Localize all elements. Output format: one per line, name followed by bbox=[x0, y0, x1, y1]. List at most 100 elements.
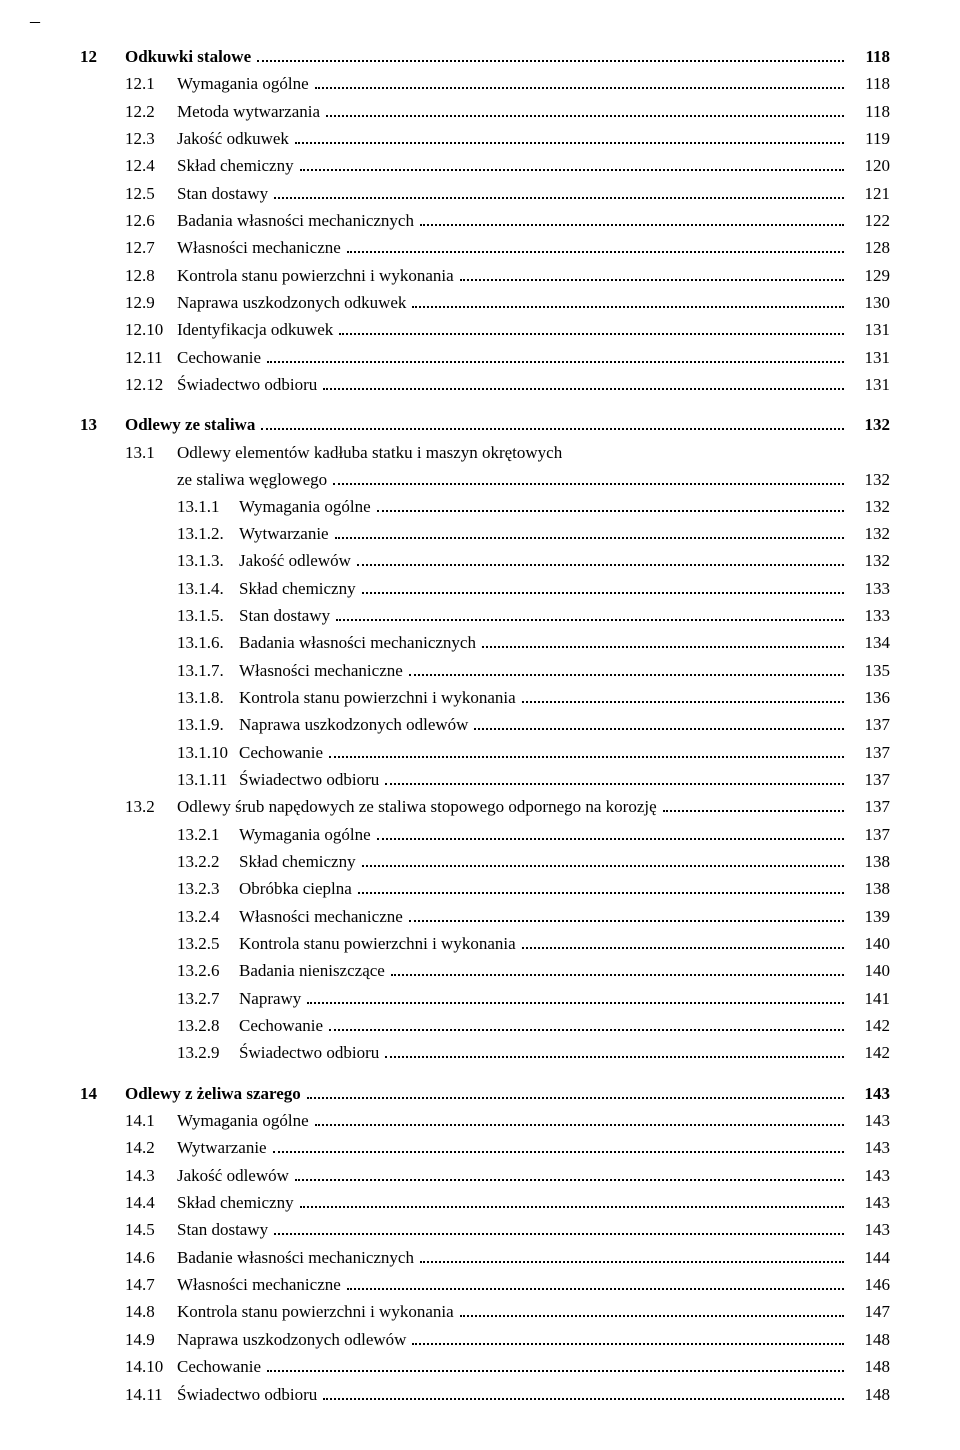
toc-title: Badania własności mechanicznych bbox=[177, 208, 414, 234]
toc-leader-dots bbox=[412, 1343, 844, 1345]
toc-entry: 13.1.4.Skład chemiczny133 bbox=[80, 576, 890, 602]
toc-number: 12.4 bbox=[125, 153, 177, 179]
toc-page: 137 bbox=[850, 822, 890, 848]
toc-page: 130 bbox=[850, 290, 890, 316]
toc-page: 138 bbox=[850, 849, 890, 875]
toc-title: Badania własności mechanicznych bbox=[239, 630, 476, 656]
toc-number: 12.11 bbox=[125, 345, 177, 371]
toc-title: Świadectwo odbioru bbox=[239, 1040, 379, 1066]
toc-title: Odlewy śrub napędowych ze staliwa stopow… bbox=[177, 794, 657, 820]
toc-entry: 12.12Świadectwo odbioru131 bbox=[80, 372, 890, 398]
toc-entry: 13.1.7.Własności mechaniczne135 bbox=[80, 658, 890, 684]
toc-title: Jakość odlewów bbox=[239, 548, 351, 574]
toc-leader-dots bbox=[315, 87, 844, 89]
toc-page: 132 bbox=[850, 494, 890, 520]
toc-leader-dots bbox=[385, 783, 844, 785]
toc-page: 143 bbox=[850, 1217, 890, 1243]
toc-page: 143 bbox=[850, 1163, 890, 1189]
toc-entry: 12.9Naprawa uszkodzonych odkuwek130 bbox=[80, 290, 890, 316]
toc-title: Własności mechaniczne bbox=[239, 904, 403, 930]
toc-entry: 13.1.6.Badania własności mechanicznych13… bbox=[80, 630, 890, 656]
toc-leader-dots bbox=[385, 1056, 844, 1058]
toc-leader-dots bbox=[339, 333, 844, 335]
toc-page: 118 bbox=[850, 99, 890, 125]
toc-leader-dots bbox=[482, 646, 844, 648]
toc-leader-dots bbox=[300, 1206, 844, 1208]
toc-number: 13.1.1 bbox=[177, 494, 239, 520]
toc-number: 13.2.1 bbox=[177, 822, 239, 848]
toc-title-continuation: ze staliwa węglowego bbox=[177, 467, 327, 493]
toc-page: 132 bbox=[850, 521, 890, 547]
toc-entry: 12.2Metoda wytwarzania118 bbox=[80, 99, 890, 125]
toc-title: Wymagania ogólne bbox=[177, 71, 309, 97]
toc-entry: 14.1Wymagania ogólne143 bbox=[80, 1108, 890, 1134]
toc-title: Własności mechaniczne bbox=[177, 1272, 341, 1298]
toc-title: Naprawa uszkodzonych odlewów bbox=[239, 712, 468, 738]
toc-title: Odlewy ze staliwa bbox=[125, 412, 255, 438]
toc-title: Wytwarzanie bbox=[239, 521, 329, 547]
toc-leader-dots bbox=[377, 838, 844, 840]
toc-title: Cechowanie bbox=[177, 345, 261, 371]
toc-entry: 14.10Cechowanie148 bbox=[80, 1354, 890, 1380]
toc-number: 13.1.6. bbox=[177, 630, 239, 656]
toc-page: 140 bbox=[850, 958, 890, 984]
toc-title: Obróbka cieplna bbox=[239, 876, 352, 902]
toc-entry: 13.2.7Naprawy141 bbox=[80, 986, 890, 1012]
toc-leader-dots bbox=[307, 1097, 844, 1099]
toc-number: 13 bbox=[80, 412, 125, 438]
toc-number: 13.2.6 bbox=[177, 958, 239, 984]
toc-number: 12.1 bbox=[125, 71, 177, 97]
toc-title: Wytwarzanie bbox=[177, 1135, 267, 1161]
toc-leader-dots bbox=[358, 892, 844, 894]
toc-title: Cechowanie bbox=[239, 1013, 323, 1039]
toc-entry: 12.8Kontrola stanu powierzchni i wykonan… bbox=[80, 263, 890, 289]
toc-number: 12.2 bbox=[125, 99, 177, 125]
toc-title: Badania nieniszczące bbox=[239, 958, 385, 984]
toc-leader-dots bbox=[409, 674, 844, 676]
toc-title: Badanie własności mechanicznych bbox=[177, 1245, 414, 1271]
toc-leader-dots bbox=[362, 592, 844, 594]
toc-title: Jakość odlewów bbox=[177, 1163, 289, 1189]
toc-entry: 13.2.8Cechowanie142 bbox=[80, 1013, 890, 1039]
toc-entry: 13.2.3Obróbka cieplna138 bbox=[80, 876, 890, 902]
toc-entry: 14.8Kontrola stanu powierzchni i wykonan… bbox=[80, 1299, 890, 1325]
toc-number: 14.5 bbox=[125, 1217, 177, 1243]
toc-entry: 14.3Jakość odlewów143 bbox=[80, 1163, 890, 1189]
toc-entry: 14Odlewy z żeliwa szarego143 bbox=[80, 1081, 890, 1107]
toc-title: Odlewy z żeliwa szarego bbox=[125, 1081, 301, 1107]
toc-page: 119 bbox=[850, 126, 890, 152]
toc-title: Świadectwo odbioru bbox=[239, 767, 379, 793]
toc-number: 13.2.2 bbox=[177, 849, 239, 875]
toc-page: 140 bbox=[850, 931, 890, 957]
toc-entry: 13.1.1Wymagania ogólne 132 bbox=[80, 494, 890, 520]
toc-title: Świadectwo odbioru bbox=[177, 372, 317, 398]
toc-page: 143 bbox=[850, 1190, 890, 1216]
toc-number: 13.1.7. bbox=[177, 658, 239, 684]
toc-number: 12.8 bbox=[125, 263, 177, 289]
toc-leader-dots bbox=[420, 224, 844, 226]
toc-leader-dots bbox=[326, 115, 844, 117]
toc-number: 14.1 bbox=[125, 1108, 177, 1134]
toc-page: 132 bbox=[850, 467, 890, 493]
toc-leader-dots bbox=[274, 1233, 844, 1235]
toc-number: 14.7 bbox=[125, 1272, 177, 1298]
toc-leader-dots bbox=[329, 756, 844, 758]
toc-leader-dots bbox=[357, 564, 844, 566]
toc-title: Jakość odkuwek bbox=[177, 126, 289, 152]
toc-page: 137 bbox=[850, 767, 890, 793]
toc-number: 12.12 bbox=[125, 372, 177, 398]
toc-page: 118 bbox=[850, 71, 890, 97]
toc-entry: 13.2Odlewy śrub napędowych ze staliwa st… bbox=[80, 794, 890, 820]
toc-page: 147 bbox=[850, 1299, 890, 1325]
toc-number: 13.1 bbox=[125, 440, 177, 466]
toc-leader-dots bbox=[315, 1124, 844, 1126]
toc-entry: 13.1.9.Naprawa uszkodzonych odlewów137 bbox=[80, 712, 890, 738]
toc-entry: 13.2.6Badania nieniszczące 140 bbox=[80, 958, 890, 984]
toc-entry: 12.3Jakość odkuwek119 bbox=[80, 126, 890, 152]
toc-entry: 14.9Naprawa uszkodzonych odlewów148 bbox=[80, 1327, 890, 1353]
toc-number: 14 bbox=[80, 1081, 125, 1107]
toc-page: 133 bbox=[850, 576, 890, 602]
toc-title: Własności mechaniczne bbox=[177, 235, 341, 261]
toc-number: 13.1.10 bbox=[177, 740, 239, 766]
toc-title: Wymagania ogólne bbox=[239, 494, 371, 520]
